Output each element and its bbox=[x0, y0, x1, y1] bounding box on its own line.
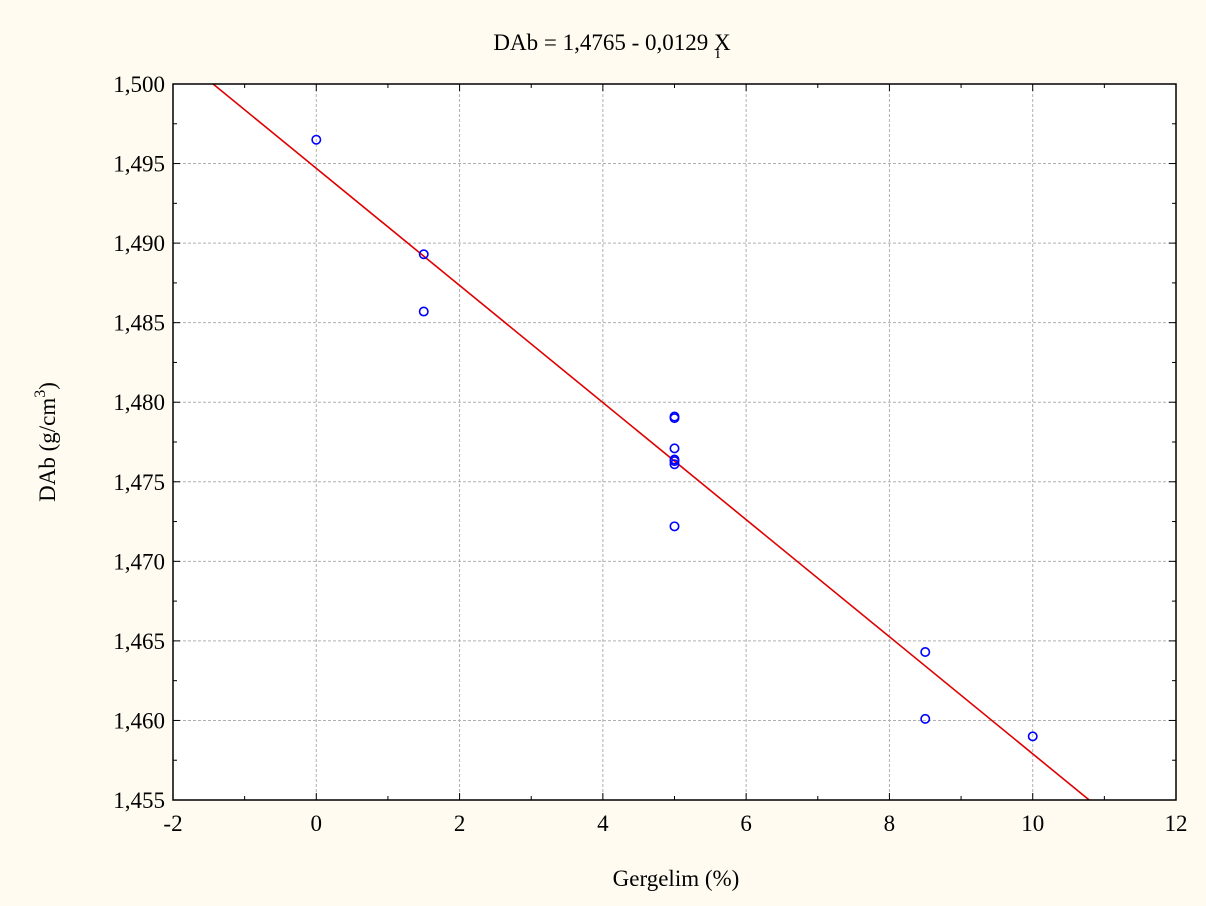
data-point bbox=[669, 521, 680, 532]
data-points bbox=[311, 134, 1038, 742]
data-point bbox=[418, 306, 429, 317]
data-point bbox=[920, 647, 931, 658]
y-tick-label: 1,485 bbox=[113, 311, 165, 336]
y-tick-label: 1,495 bbox=[113, 152, 165, 177]
x-tick-label: 0 bbox=[311, 811, 323, 836]
x-tick-label: 4 bbox=[597, 811, 609, 836]
y-tick-label: 1,500 bbox=[113, 72, 165, 97]
data-point bbox=[669, 413, 680, 424]
x-tick-label: 10 bbox=[1021, 811, 1044, 836]
data-point bbox=[311, 134, 322, 145]
y-axis-title: DAb (g/cm3) bbox=[32, 382, 60, 502]
fit-line-layer bbox=[212, 83, 1090, 801]
y-tick-label: 1,475 bbox=[113, 470, 165, 495]
data-point bbox=[669, 443, 680, 454]
x-tick-label: 6 bbox=[740, 811, 752, 836]
tick-marks bbox=[172, 83, 1177, 801]
data-point bbox=[669, 456, 680, 467]
chart-title: DAb = 1,4765 - 0,0129 Xi bbox=[493, 30, 731, 62]
y-tick-label: 1,455 bbox=[113, 788, 165, 813]
x-axis-title: Gergelim (%) bbox=[613, 866, 740, 891]
regression-line bbox=[212, 83, 1090, 801]
data-point bbox=[418, 249, 429, 260]
data-point bbox=[920, 713, 931, 724]
y-tick-label: 1,490 bbox=[113, 231, 165, 256]
y-tick-label: 1,470 bbox=[113, 549, 165, 574]
x-tick-label: 12 bbox=[1165, 811, 1188, 836]
data-point bbox=[669, 459, 680, 470]
x-tick-label: 8 bbox=[884, 811, 896, 836]
y-tick-label: 1,465 bbox=[113, 629, 165, 654]
x-tick-label: 2 bbox=[454, 811, 466, 836]
y-tick-labels: 1,455 1,460 1,465 1,470 1,475 1,480 1,485 1,490… bbox=[113, 72, 165, 813]
plot-area bbox=[173, 84, 1176, 800]
x-tick-labels: -2 0 2 4 6 8 10 12 bbox=[163, 811, 1187, 836]
x-tick-label: -2 bbox=[163, 811, 182, 836]
data-point bbox=[1027, 731, 1038, 742]
y-tick-label: 1,460 bbox=[113, 708, 165, 733]
grid bbox=[173, 84, 1176, 800]
y-tick-label: 1,480 bbox=[113, 390, 165, 415]
